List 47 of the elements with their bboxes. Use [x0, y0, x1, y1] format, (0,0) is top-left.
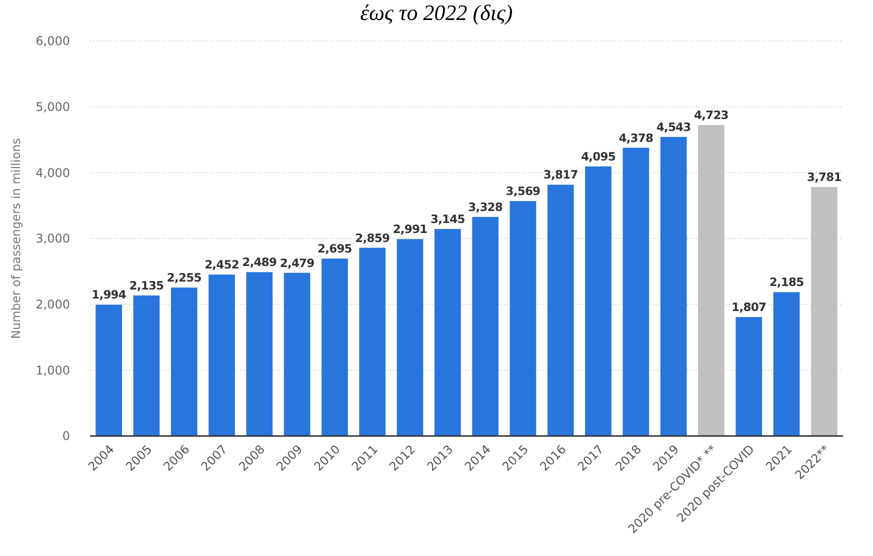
data-label: 2,255 [166, 270, 202, 285]
y-tick-label: 6,000 [36, 34, 70, 48]
data-label: 2,135 [129, 278, 164, 292]
bar [133, 295, 160, 436]
data-label: 3,569 [506, 184, 541, 198]
bar [547, 184, 574, 436]
bar [434, 228, 461, 436]
data-label: 2,859 [355, 230, 390, 245]
bar [322, 258, 348, 436]
y-tick-label: 2,000 [36, 298, 70, 312]
data-label: 1,807 [732, 300, 766, 314]
bar [208, 274, 235, 436]
bar [510, 201, 536, 436]
data-label: 2,695 [318, 242, 352, 256]
data-label: 3,328 [468, 200, 503, 214]
bar [396, 239, 424, 436]
data-label: 2,489 [242, 255, 278, 270]
y-tick-label: 3,000 [36, 232, 70, 246]
y-tick-label: 4,000 [36, 166, 70, 180]
data-label: 1,994 [92, 288, 126, 302]
chart-title: έως το 2022 (δις) [360, 0, 513, 25]
data-label: 2,185 [769, 275, 804, 290]
bar [170, 288, 198, 436]
bar [773, 292, 800, 436]
data-label: 4,095 [581, 149, 616, 164]
bar [585, 166, 612, 436]
data-label: 3,145 [430, 212, 466, 226]
data-label: 4,723 [694, 108, 729, 122]
bar [359, 248, 386, 436]
data-label: 2,991 [392, 222, 428, 236]
y-tick-label: 0 [62, 429, 70, 444]
data-label: 2,479 [280, 256, 315, 270]
bar [284, 272, 310, 436]
data-label: 2,452 [204, 258, 239, 272]
bar [96, 304, 122, 436]
data-label: 4,543 [656, 120, 692, 134]
bar [660, 136, 687, 436]
data-label: 3,781 [806, 170, 842, 184]
y-tick-label: 5,000 [36, 100, 70, 114]
data-label: 3,817 [543, 168, 578, 182]
y-axis-title: Number of passengers in millions [9, 138, 23, 339]
bar [472, 216, 498, 436]
y-tick-label: 1,000 [36, 363, 70, 378]
data-label: 4,378 [618, 130, 654, 145]
bar [246, 272, 273, 436]
bar [622, 148, 650, 436]
bar [736, 317, 762, 436]
